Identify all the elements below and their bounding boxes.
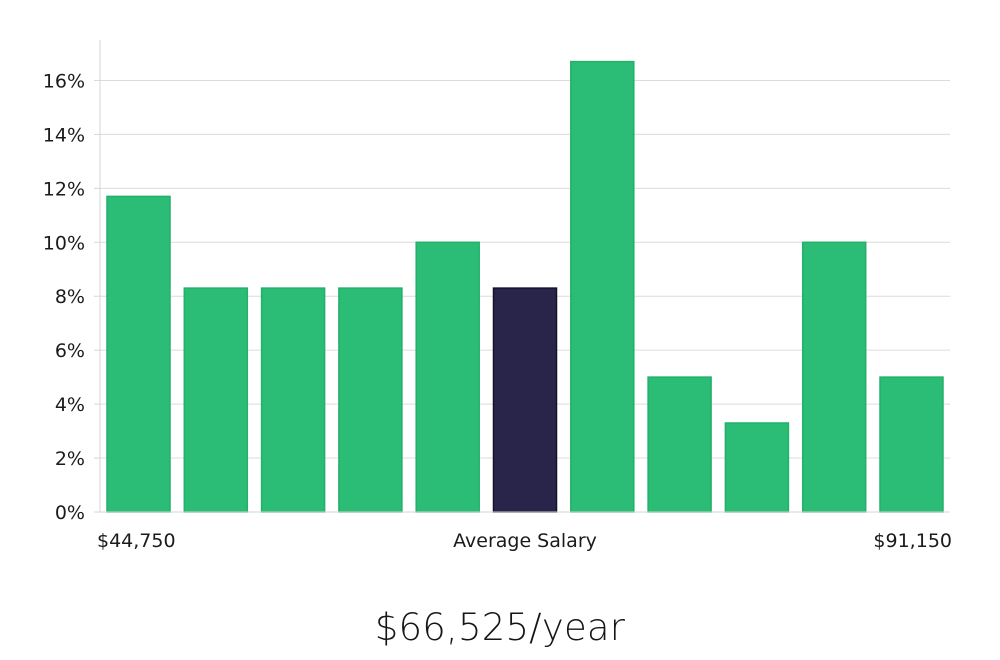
bars xyxy=(106,60,944,513)
y-tick-label: 6% xyxy=(55,340,85,362)
x-max-label: $91,150 xyxy=(873,530,952,552)
y-tick-label: 14% xyxy=(43,124,85,146)
bar xyxy=(183,287,249,513)
bar xyxy=(415,241,480,513)
y-tick-label: 4% xyxy=(55,394,85,416)
y-tick-labels: 0% 2% 4% 6% 8% 10% 12% 14% 16% xyxy=(43,70,100,524)
bar xyxy=(724,422,790,513)
bar xyxy=(106,195,171,513)
bar xyxy=(260,287,326,513)
y-tick-label: 10% xyxy=(43,232,85,254)
average-salary-headline: $66,525/year xyxy=(374,606,626,649)
bar xyxy=(801,241,867,513)
y-tick-label: 16% xyxy=(43,70,85,92)
bar xyxy=(879,376,944,513)
bar xyxy=(338,287,403,513)
x-axis-label: Average Salary xyxy=(453,530,597,552)
y-tick-label: 2% xyxy=(55,448,85,470)
bar-average-salary xyxy=(492,287,558,513)
y-tick-label: 12% xyxy=(43,178,85,200)
y-tick-label: 8% xyxy=(55,286,85,308)
bar xyxy=(570,60,635,513)
y-tick-label: 0% xyxy=(55,502,85,524)
x-min-label: $44,750 xyxy=(97,530,176,552)
bar xyxy=(647,376,712,513)
